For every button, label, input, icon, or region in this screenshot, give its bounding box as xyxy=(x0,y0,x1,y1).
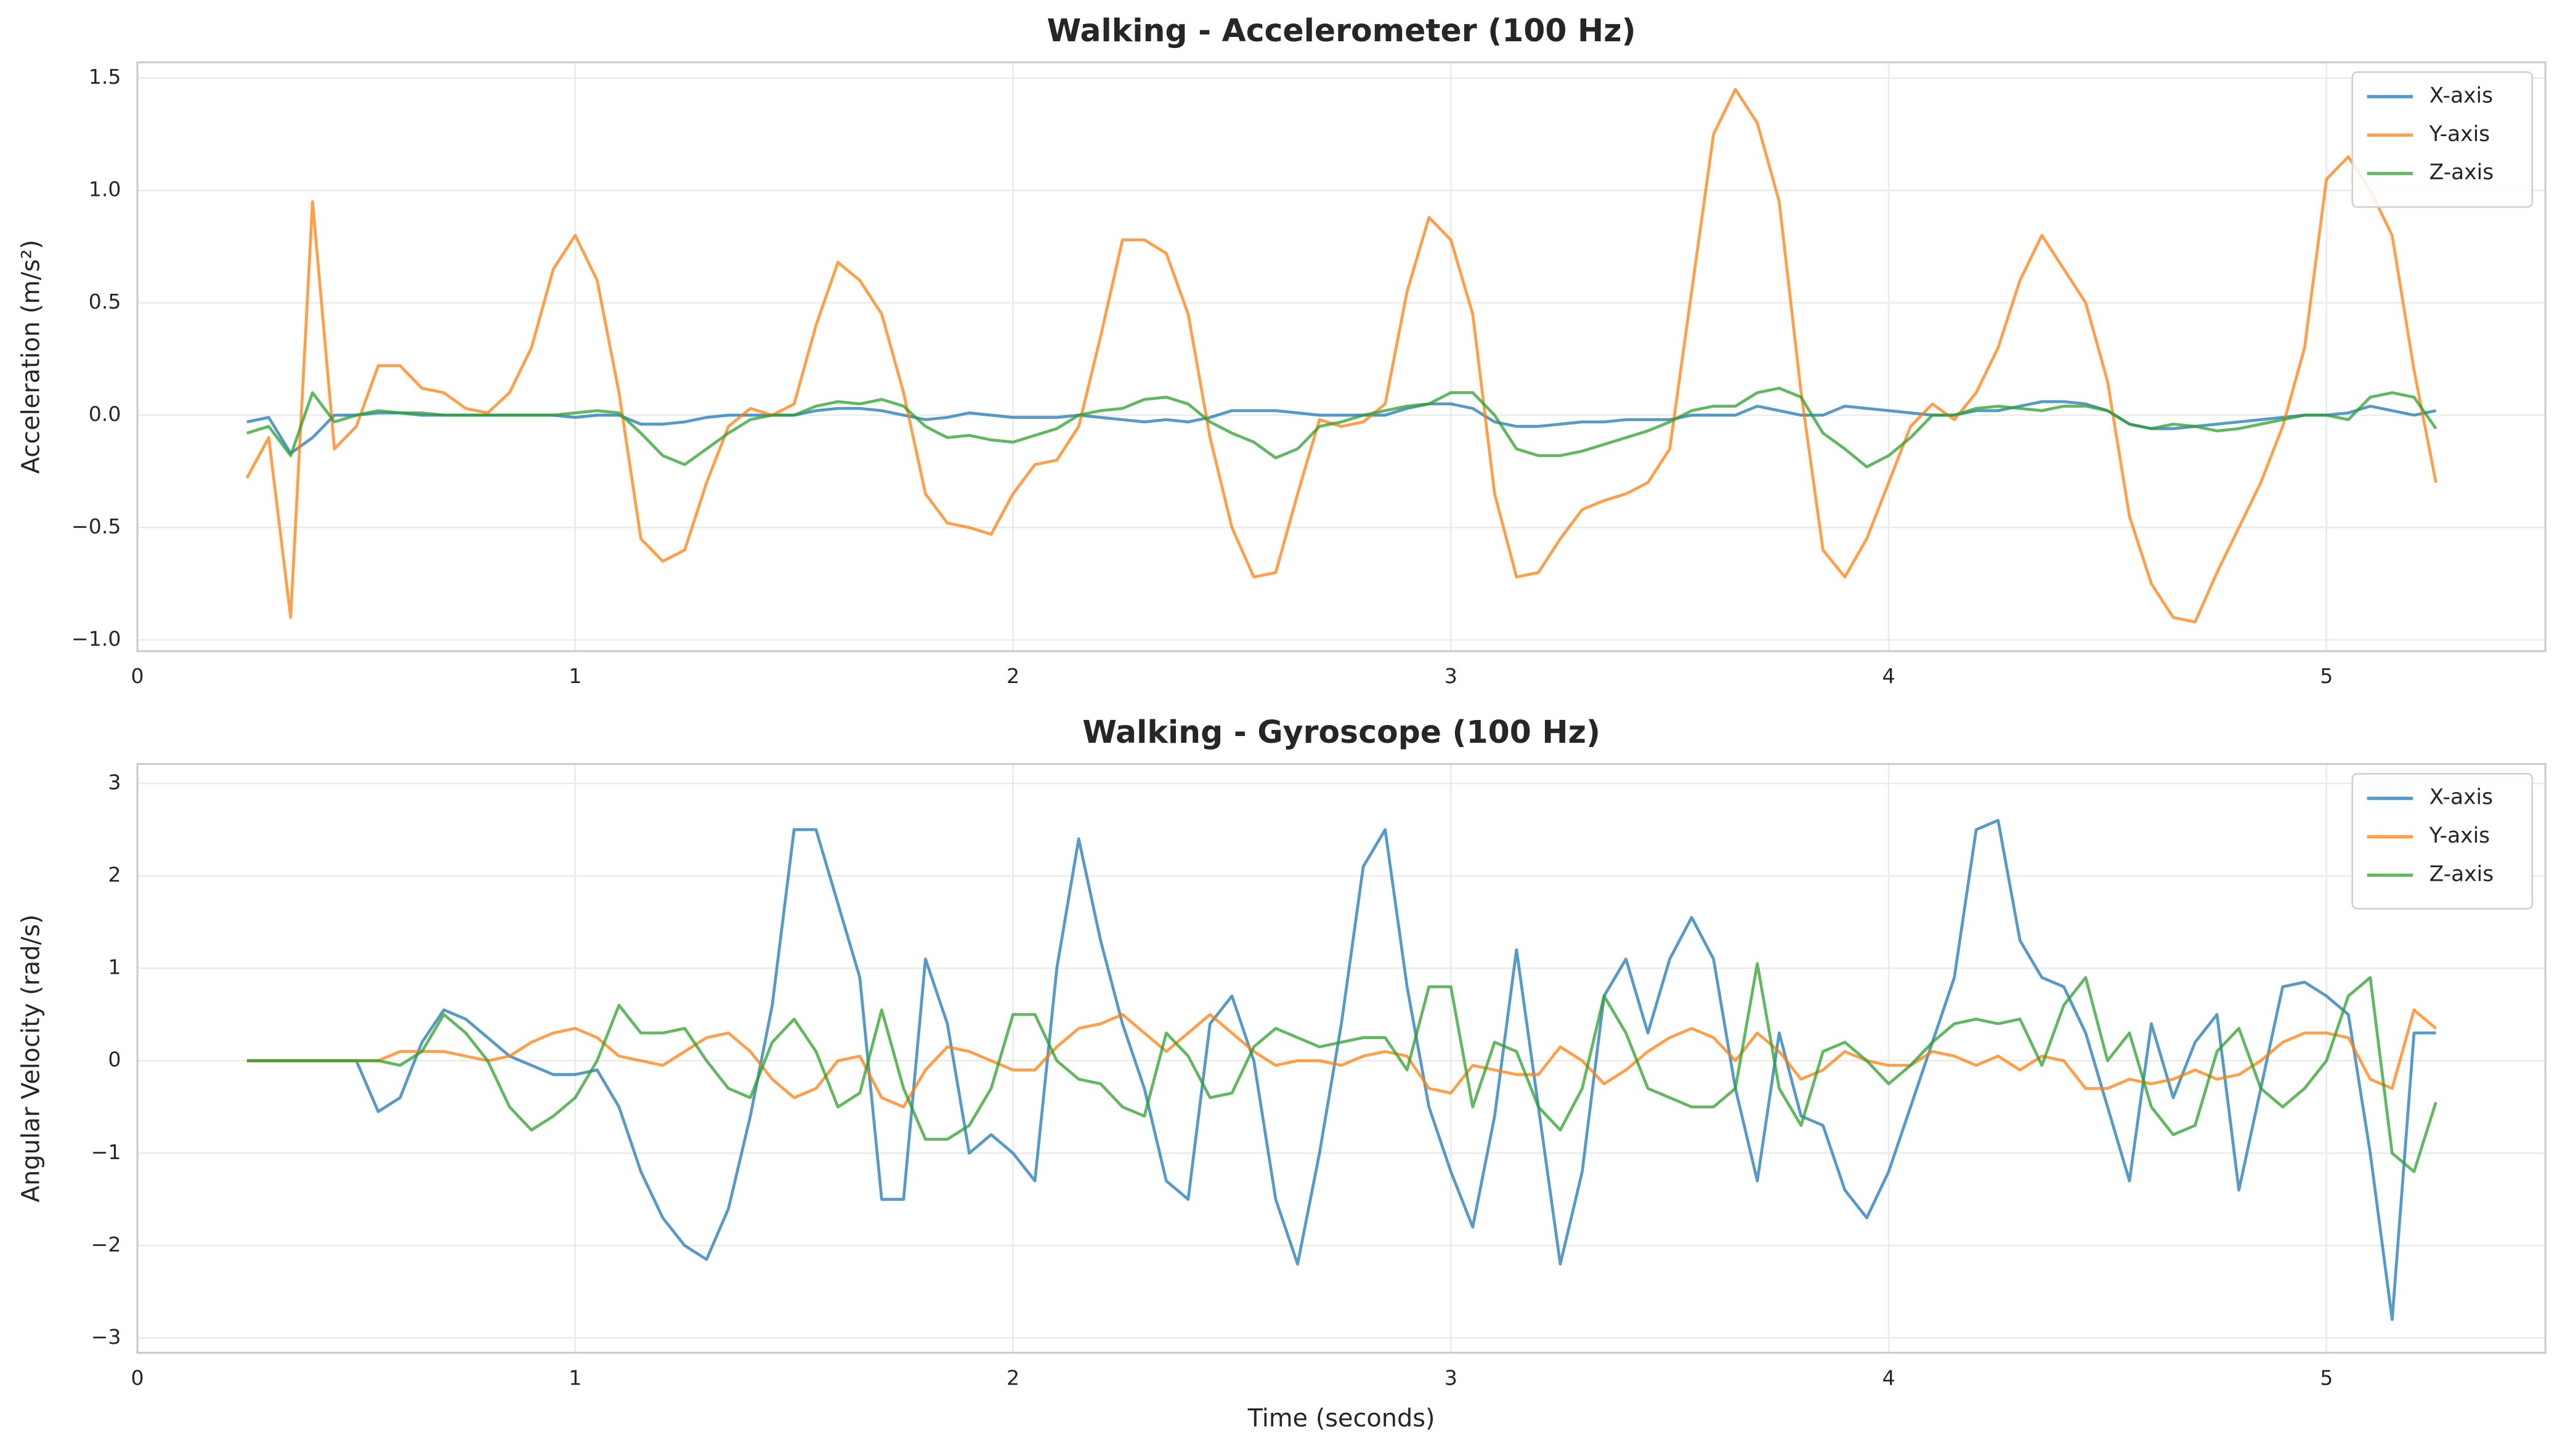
y-tick-label: 1.0 xyxy=(89,177,121,201)
data-line xyxy=(246,819,2436,1321)
x-tick-label: 1 xyxy=(569,1365,581,1389)
y-tick-label: −1.0 xyxy=(71,626,121,650)
y-tick-label: 0.5 xyxy=(89,289,121,313)
x-axis-label: Time (seconds) xyxy=(1247,1404,1435,1433)
y-axis-label: Acceleration (m/s²) xyxy=(17,240,46,474)
data-line xyxy=(246,1008,2437,1109)
x-tick-label: 0 xyxy=(131,1365,144,1389)
chart-title: Walking - Gyroscope (100 Hz) xyxy=(1082,714,1600,750)
legend-label: Z-axis xyxy=(2429,160,2494,185)
plot-frame xyxy=(136,61,2547,652)
y-tick-label: 0.0 xyxy=(89,402,121,426)
plot-frame xyxy=(136,762,2547,1354)
y-tick-label: −1 xyxy=(91,1140,121,1164)
x-tick-label: 0 xyxy=(131,664,144,688)
x-tick-label: 2 xyxy=(1007,664,1019,688)
y-tick-label: 1 xyxy=(108,955,121,979)
x-tick-label: 4 xyxy=(1882,1365,1895,1389)
x-tick-label: 4 xyxy=(1882,664,1895,688)
y-tick-label: 2 xyxy=(108,863,121,887)
x-tick-label: 3 xyxy=(1445,1365,1457,1389)
legend-label: X-axis xyxy=(2429,785,2494,810)
x-tick-label: 3 xyxy=(1445,664,1457,688)
plot-area xyxy=(137,764,2546,1353)
data-line xyxy=(246,962,2437,1173)
data-line xyxy=(246,386,2437,469)
y-tick-label: −2 xyxy=(91,1232,121,1256)
legend: X-axis Y-axis Z-axis xyxy=(2351,773,2534,910)
plot-area xyxy=(137,62,2546,652)
x-tick-label: 5 xyxy=(2320,1365,2333,1389)
data-line xyxy=(245,87,2437,624)
x-tick-label: 2 xyxy=(1007,1365,1019,1389)
x-tick-label: 5 xyxy=(2320,664,2333,688)
legend-label: Z-axis xyxy=(2429,862,2494,887)
y-axis-label: Angular Velocity (rad/s) xyxy=(17,915,46,1203)
legend-label: X-axis xyxy=(2429,83,2494,108)
x-tick-label: 1 xyxy=(569,664,581,688)
y-tick-label: −3 xyxy=(91,1325,121,1349)
legend-label: Y-axis xyxy=(2429,823,2490,848)
y-tick-label: −0.5 xyxy=(71,514,121,538)
data-line xyxy=(246,400,2436,455)
y-tick-label: 1.5 xyxy=(89,65,121,89)
y-tick-label: 3 xyxy=(108,770,121,794)
legend: X-axis Y-axis Z-axis xyxy=(2351,71,2534,208)
legend-label: Y-axis xyxy=(2429,122,2490,147)
chart-title: Walking - Accelerometer (100 Hz) xyxy=(1047,12,1636,49)
y-tick-label: 0 xyxy=(108,1048,121,1072)
